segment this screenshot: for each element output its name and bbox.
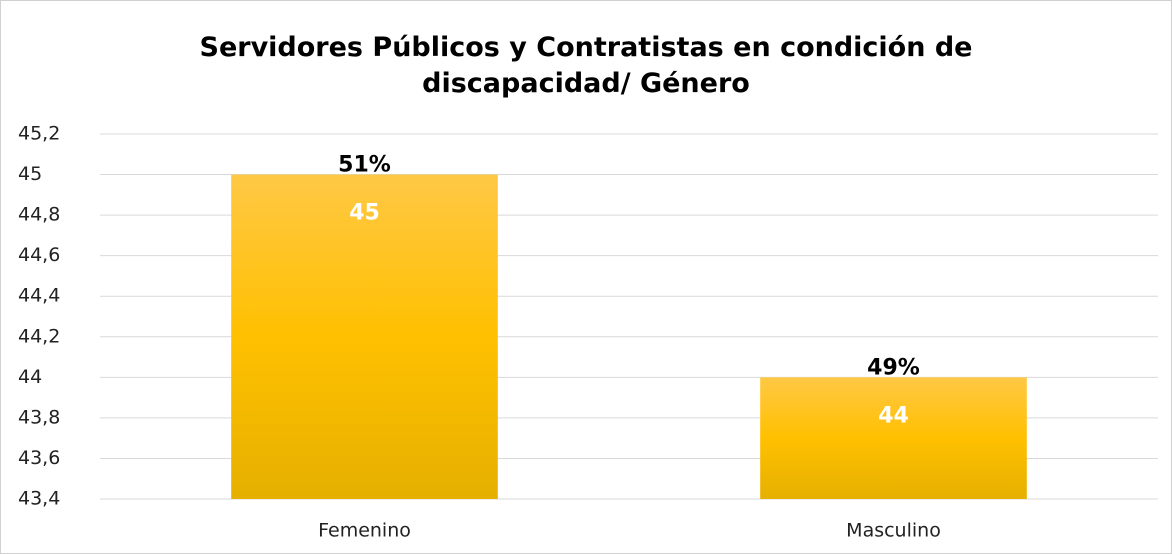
data-label: 44 (878, 403, 909, 428)
chart-title: Servidores Públicos y Contratistas en co… (199, 32, 973, 99)
y-tick-label: 44,8 (18, 204, 60, 226)
y-tick-label: 44,6 (18, 244, 60, 266)
x-tick-label: Masculino (846, 520, 941, 542)
y-tick-label: 43,4 (18, 488, 60, 510)
share-label: 51% (338, 153, 391, 178)
y-tick-label: 45,2 (18, 123, 60, 145)
bar (231, 174, 498, 500)
data-label: 45 (349, 201, 380, 226)
y-tick-label: 45 (18, 163, 42, 185)
share-label: 49% (867, 355, 920, 380)
y-tick-label: 44 (18, 366, 42, 388)
bar (760, 377, 1027, 499)
y-tick-label: 43,6 (18, 447, 60, 469)
y-tick-label: 43,8 (18, 406, 60, 428)
y-tick-label: 44,4 (18, 285, 60, 307)
y-tick-label: 44,2 (18, 325, 60, 347)
x-tick-label: Femenino (318, 520, 411, 542)
